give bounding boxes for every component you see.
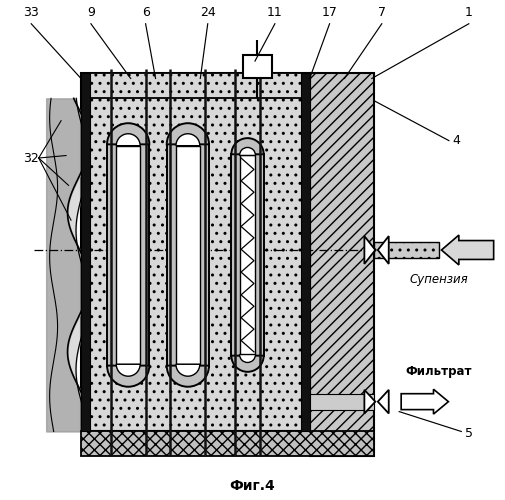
FancyBboxPatch shape: [239, 156, 256, 354]
Wedge shape: [116, 364, 140, 376]
Wedge shape: [167, 366, 209, 386]
Text: 6: 6: [142, 6, 149, 19]
FancyBboxPatch shape: [167, 144, 209, 366]
Polygon shape: [365, 236, 375, 264]
Text: 17: 17: [322, 6, 337, 19]
Wedge shape: [107, 123, 149, 144]
Bar: [301, 74, 310, 432]
Polygon shape: [365, 390, 375, 413]
Text: 4: 4: [452, 134, 460, 147]
Text: 9: 9: [87, 6, 95, 19]
Polygon shape: [378, 236, 389, 264]
Text: 32: 32: [23, 152, 39, 164]
Bar: [310, 74, 374, 456]
Polygon shape: [378, 390, 389, 413]
Wedge shape: [176, 364, 200, 376]
Wedge shape: [107, 366, 149, 386]
Text: 1: 1: [465, 6, 473, 19]
Bar: [81, 74, 90, 432]
FancyArrow shape: [401, 389, 448, 414]
Bar: [81, 74, 310, 98]
FancyArrow shape: [441, 235, 494, 265]
Text: 24: 24: [200, 6, 216, 19]
Text: 7: 7: [378, 6, 386, 19]
Bar: [81, 432, 374, 456]
FancyBboxPatch shape: [116, 146, 140, 364]
FancyBboxPatch shape: [231, 154, 264, 356]
Text: 11: 11: [267, 6, 283, 19]
Bar: [81, 74, 310, 432]
Wedge shape: [239, 354, 256, 362]
Wedge shape: [231, 356, 264, 372]
Bar: [374, 242, 439, 258]
Bar: [243, 54, 272, 78]
Wedge shape: [231, 138, 264, 154]
Wedge shape: [176, 134, 200, 145]
FancyBboxPatch shape: [176, 146, 200, 364]
FancyBboxPatch shape: [107, 144, 149, 366]
Text: 5: 5: [465, 428, 473, 440]
Text: Супензия: Супензия: [410, 274, 468, 286]
Text: Фиг.4: Фиг.4: [230, 479, 275, 493]
Bar: [310, 394, 374, 409]
Wedge shape: [239, 148, 256, 156]
Text: 33: 33: [23, 6, 39, 19]
Wedge shape: [116, 134, 140, 145]
Text: Фильтрат: Фильтрат: [406, 366, 472, 378]
Wedge shape: [167, 123, 209, 144]
